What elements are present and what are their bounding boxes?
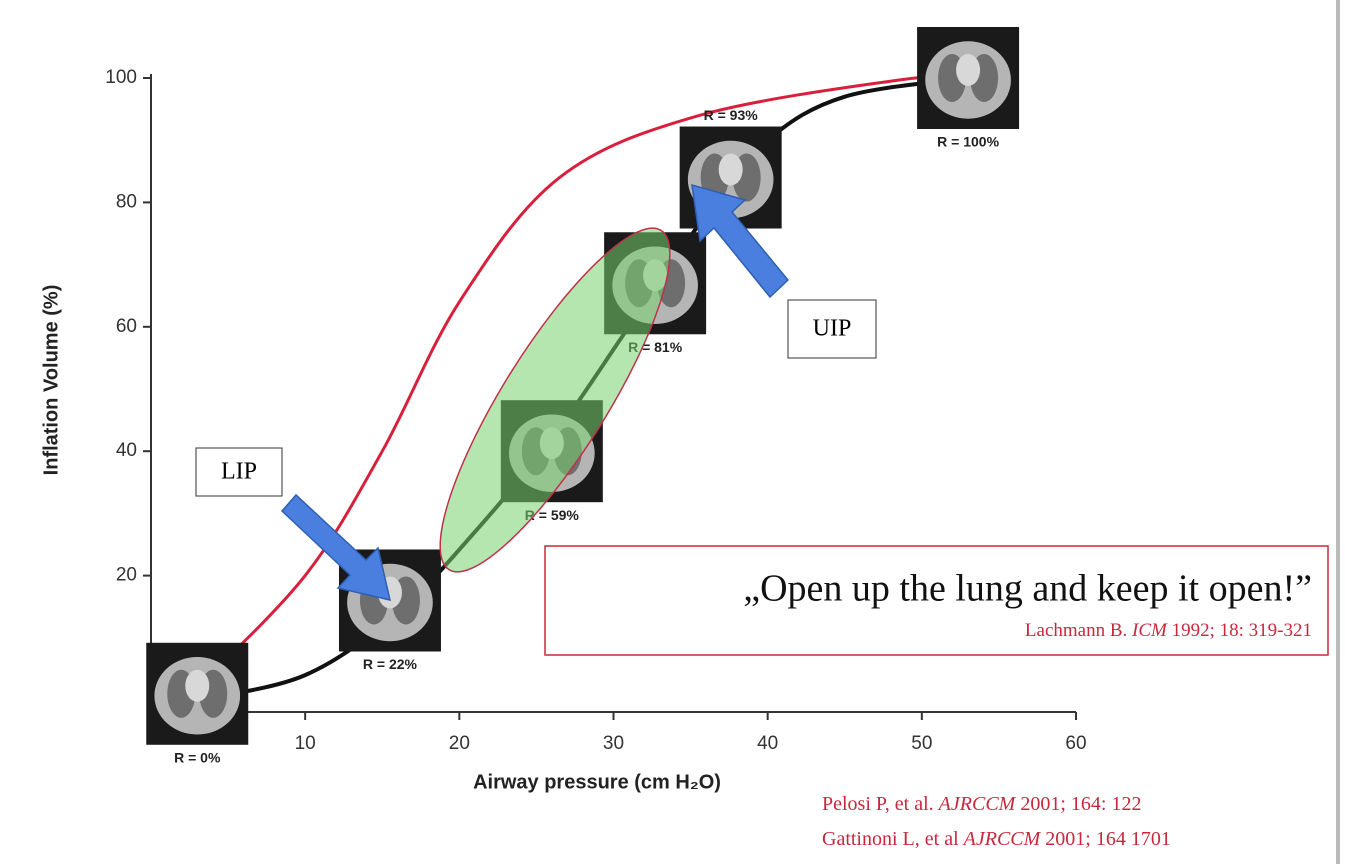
reference-author: Pelosi P, et al.	[822, 793, 934, 815]
x-tick-label: 30	[603, 733, 624, 754]
ct-heart	[719, 154, 743, 186]
lip-label: LIP	[221, 459, 257, 485]
point-label: R = 22%	[363, 656, 418, 672]
ct-heart	[956, 54, 980, 86]
citation-details: 1992; 18: 319-321	[1172, 620, 1312, 641]
citation-journal: ICM	[1131, 620, 1168, 641]
ct-heart	[185, 670, 209, 702]
y-tick-label: 100	[105, 67, 137, 88]
reference-author: Gattinoni L, et al	[822, 828, 959, 850]
x-tick-label: 50	[911, 733, 932, 754]
y-axis-label: Inflation Volume (%)	[40, 285, 62, 476]
y-tick-label: 20	[116, 565, 137, 586]
uip-label: UIP	[813, 316, 852, 342]
y-tick-label: 60	[116, 316, 137, 337]
page: {"chart_data": { "type": "line", "xlabel…	[0, 0, 1345, 864]
ct-image	[917, 27, 1019, 129]
x-tick-label: 20	[449, 733, 470, 754]
citation: Lachmann B. ICM 1992; 18: 319-321	[1025, 620, 1312, 641]
reference: Pelosi P, et al. AJRCCM 2001; 164: 122	[822, 793, 1141, 815]
reference-details: 2001; 164 1701	[1045, 828, 1171, 850]
x-axis-label: Airway pressure (cm H₂O)	[473, 771, 721, 793]
point-label: R = 93%	[704, 107, 759, 123]
quote: „Open up the lung and keep it open!”	[743, 568, 1312, 610]
chart: Airway pressure (cm H₂O) Inflation Volum…	[0, 0, 1345, 864]
reference-journal: AJRCCM	[962, 828, 1042, 850]
reference-journal: AJRCCM	[937, 793, 1017, 815]
point-label: R = 100%	[937, 134, 999, 150]
ct-image	[146, 643, 248, 745]
x-tick-label: 40	[757, 733, 778, 754]
x-tick-label: 10	[295, 733, 316, 754]
x-tick-label: 60	[1065, 733, 1086, 754]
y-tick-label: 40	[116, 440, 137, 461]
citation-author: Lachmann B.	[1025, 620, 1127, 641]
highlight-ellipse	[405, 203, 705, 597]
y-tick-label: 80	[116, 191, 137, 212]
reference-details: 2001; 164: 122	[1020, 793, 1141, 815]
point-label: R = 0%	[174, 749, 221, 765]
reference: Gattinoni L, et al AJRCCM 2001; 164 1701	[822, 828, 1171, 850]
